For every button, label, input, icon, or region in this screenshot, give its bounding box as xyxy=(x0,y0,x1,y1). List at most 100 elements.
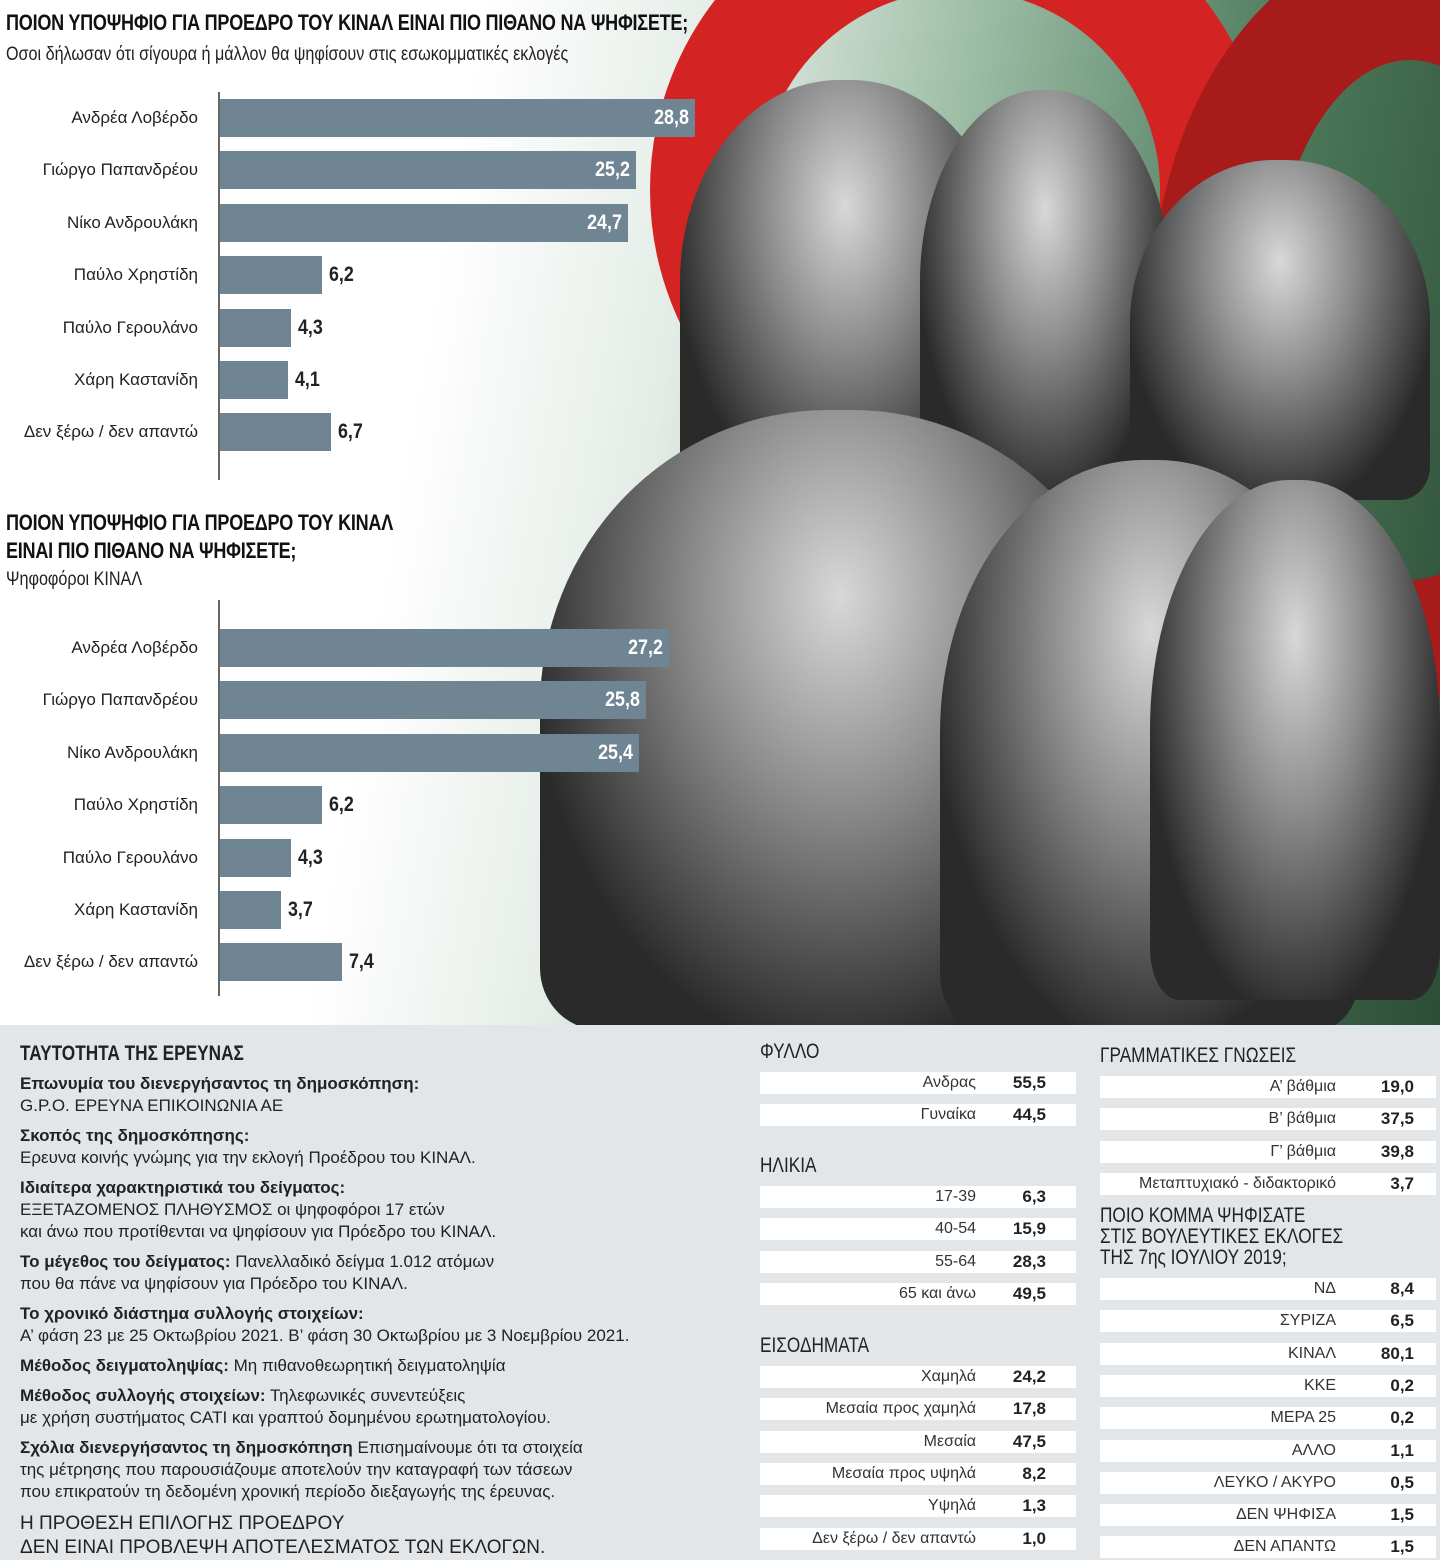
table-title: ΤΗΣ 7ης ΙΟΥΛΙΟΥ 2019; xyxy=(1100,1246,1287,1269)
value-label: 28,8 xyxy=(654,106,690,129)
survey-panel: ΤΑΥΤΟΤΗΤΑ ΤΗΣ ΕΡΕΥΝΑΣ Επωνυμία του διενε… xyxy=(0,1025,1440,1560)
table-row: Α’ βάθμια 19,0 xyxy=(1100,1076,1436,1098)
row-value: 39,8 xyxy=(1380,1141,1414,1161)
row-value: 1,1 xyxy=(1390,1440,1414,1460)
bar-row: Ανδρέα Λοβέρδο 27,2 xyxy=(0,629,900,667)
table-row: Υψηλά 1,3 xyxy=(760,1495,1076,1518)
value-label: 4,1 xyxy=(294,368,320,391)
row-label: Μεσαία προς χαμηλά xyxy=(825,1400,976,1418)
category-label: Ανδρέα Λοβέρδο xyxy=(71,108,198,127)
row-value: 1,0 xyxy=(1022,1528,1046,1548)
category-label: Ανδρέα Λοβέρδο xyxy=(71,638,198,657)
row-label: ΚΚΕ xyxy=(1303,1376,1336,1394)
category-label: Δεν ξέρω / δεν απαντώ xyxy=(23,422,198,442)
value-label: 6,2 xyxy=(329,793,355,817)
table-title: ΗΛΙΚΙΑ xyxy=(760,1154,817,1177)
bar xyxy=(220,891,282,929)
survey-title: ΤΑΥΤΟΤΗΤΑ ΤΗΣ ΕΡΕΥΝΑΣ xyxy=(20,1042,244,1065)
table-row: 40-54 15,9 xyxy=(760,1218,1076,1241)
table-title: ΣΤΙΣ ΒΟΥΛΕΥΤΙΚΕΣ ΕΚΛΟΓΕΣ xyxy=(1100,1225,1344,1248)
value-label: 25,2 xyxy=(595,158,630,182)
bar-row: Δεν ξέρω / δεν απαντώ 6,7 xyxy=(0,413,900,452)
row-value: 19,0 xyxy=(1380,1077,1414,1096)
survey-item: Το μέγεθος του δείγματος: Πανελλαδικό δε… xyxy=(20,1251,494,1295)
row-label: Μεταπτυχιακό - διδακτορικό xyxy=(1138,1174,1336,1192)
value-label: 6,7 xyxy=(337,420,363,444)
table-row: Μεσαία προς υψηλά 8,2 xyxy=(760,1462,1076,1485)
survey-item-line: της μέτρησης που παρουσιάζουμε αποτελούν… xyxy=(20,1460,573,1479)
table-row: ΜΕΡΑ 25 0,2 xyxy=(1100,1407,1436,1430)
value-label: 6,2 xyxy=(329,263,355,287)
table-row: 55-64 28,3 xyxy=(760,1250,1076,1273)
disclaimer-line: Η ΠΡΟΘΕΣΗ ΕΠΙΛΟΓΗΣ ΠΡΟΕΔΡΟΥ xyxy=(20,1513,345,1534)
row-value: 55,5 xyxy=(1012,1073,1046,1092)
value-label: 27,2 xyxy=(628,636,663,659)
bar xyxy=(220,943,343,982)
table-title: ΓΡΑΜΜΑΤΙΚΕΣ ΓΝΩΣΕΙΣ xyxy=(1100,1044,1297,1067)
row-label: Μεσαία xyxy=(923,1432,976,1450)
survey-item-key: Ιδιαίτερα χαρακτηριστικά του δείγματος: xyxy=(20,1178,346,1197)
table-row: ΝΔ 8,4 xyxy=(1100,1278,1436,1300)
row-value: 6,5 xyxy=(1390,1311,1414,1331)
category-label: Χάρη Καστανίδη xyxy=(74,370,198,389)
row-value: 49,5 xyxy=(1012,1283,1046,1303)
survey-item-key: Μέθοδος δειγματοληψίας: xyxy=(20,1356,229,1375)
category-label: Γιώργο Παπανδρέου xyxy=(42,160,198,180)
table-row: 17-39 6,3 xyxy=(760,1186,1076,1208)
category-label: Παύλο Χρηστίδη xyxy=(73,265,198,285)
row-value: 1,5 xyxy=(1390,1505,1414,1525)
row-label: Β’ βάθμια xyxy=(1268,1110,1336,1128)
row-label: ΔΕΝ ΨΗΦΙΣΑ xyxy=(1235,1506,1336,1524)
row-value: 6,3 xyxy=(1022,1187,1046,1206)
row-label: 55-64 xyxy=(935,1252,976,1270)
category-label: Παύλο Γερουλάνο xyxy=(62,847,198,867)
survey-item-line: με χρήση συστήματος CATI και γραπτού δομ… xyxy=(20,1408,551,1427)
table-row: ΔΕΝ ΑΠΑΝΤΩ 1,5 xyxy=(1100,1536,1436,1559)
table-row: Μεσαία 47,5 xyxy=(760,1430,1076,1453)
table-row: Ανδρας 55,5 xyxy=(760,1072,1076,1094)
row-label: 40-54 xyxy=(935,1220,976,1238)
row-value: 28,3 xyxy=(1012,1251,1046,1271)
bar-row: Χάρη Καστανίδη 3,7 xyxy=(0,891,900,929)
survey-item-inline: Επισημαίνουμε ότι τα στοιχεία xyxy=(352,1438,583,1457)
row-label: ΚΙΝΑΛ xyxy=(1287,1344,1336,1362)
row-label: Υψηλά xyxy=(928,1497,976,1515)
row-label: ΝΔ xyxy=(1313,1280,1336,1297)
disclaimer-line: ΔΕΝ ΕΙΝΑΙ ΠΡΟΒΛΕΨΗ ΑΠΟΤΕΛΕΣΜΑΤΟΣ ΤΩΝ ΕΚΛ… xyxy=(20,1537,546,1558)
table-row: Γυναίκα 44,5 xyxy=(760,1104,1076,1127)
row-value: 0,2 xyxy=(1390,1375,1414,1395)
category-label: Παύλο Γερουλάνο xyxy=(62,317,198,337)
row-label: 17-39 xyxy=(935,1188,976,1205)
row-label: Δεν ξέρω / δεν απαντώ xyxy=(812,1529,976,1547)
survey-item-line: Α’ φάση 23 με 25 Οκτωβρίου 2021. Β’ φάση… xyxy=(20,1326,630,1345)
bar xyxy=(220,413,331,452)
row-value: 37,5 xyxy=(1380,1109,1414,1129)
survey-item-line: και άνω που προτίθενται να ψηφίσουν για … xyxy=(20,1222,497,1241)
table-row: ΣΥΡΙΖΑ 6,5 xyxy=(1100,1310,1436,1333)
row-label: Γ’ βάθμια xyxy=(1270,1142,1336,1160)
row-value: 8,2 xyxy=(1022,1463,1046,1483)
bar xyxy=(220,203,628,242)
survey-item-inline: Τηλεφωνικές συνεντεύξεις xyxy=(265,1386,466,1405)
row-value: 0,5 xyxy=(1390,1472,1414,1492)
value-label: 4,3 xyxy=(297,845,323,869)
survey-item-key: Μέθοδος συλλογής στοιχείων: xyxy=(20,1386,266,1405)
survey-item-inline: Πανελλαδικό δείγμα 1.012 ατόμων xyxy=(230,1252,495,1271)
chart2-subtitle: Ψηφοφόροι ΚΙΝΑΛ xyxy=(6,569,143,590)
value-label: 3,7 xyxy=(288,898,313,921)
survey-item-key: Το χρονικό διάστημα συλλογής στοιχείων: xyxy=(20,1304,364,1323)
survey-item-key: Το μέγεθος του δείγματος: xyxy=(20,1252,231,1271)
survey-item: Ιδιαίτερα χαρακτηριστικά του δείγματος: Ε… xyxy=(20,1177,496,1243)
value-label: 24,7 xyxy=(586,210,622,234)
category-label: Χάρη Καστανίδη xyxy=(74,900,198,919)
bar xyxy=(220,838,291,877)
row-label: ΛΕΥΚΟ / ΑΚΥΡΟ xyxy=(1213,1473,1336,1491)
bar xyxy=(220,308,291,347)
table-row: Γ’ βάθμια 39,8 xyxy=(1100,1140,1436,1163)
bar xyxy=(220,151,636,190)
row-value: 1,3 xyxy=(1022,1496,1046,1516)
survey-item: Σχόλια διενεργήσαντος τη δημοσκόπηση Επι… xyxy=(20,1437,583,1503)
row-value: 3,7 xyxy=(1390,1173,1414,1193)
bar-row: Δεν ξέρω / δεν απαντώ 7,4 xyxy=(0,943,900,982)
table-title: ΠΟΙΟ ΚΟΜΜΑ ΨΗΦΙΣΑΤΕ xyxy=(1100,1204,1306,1227)
